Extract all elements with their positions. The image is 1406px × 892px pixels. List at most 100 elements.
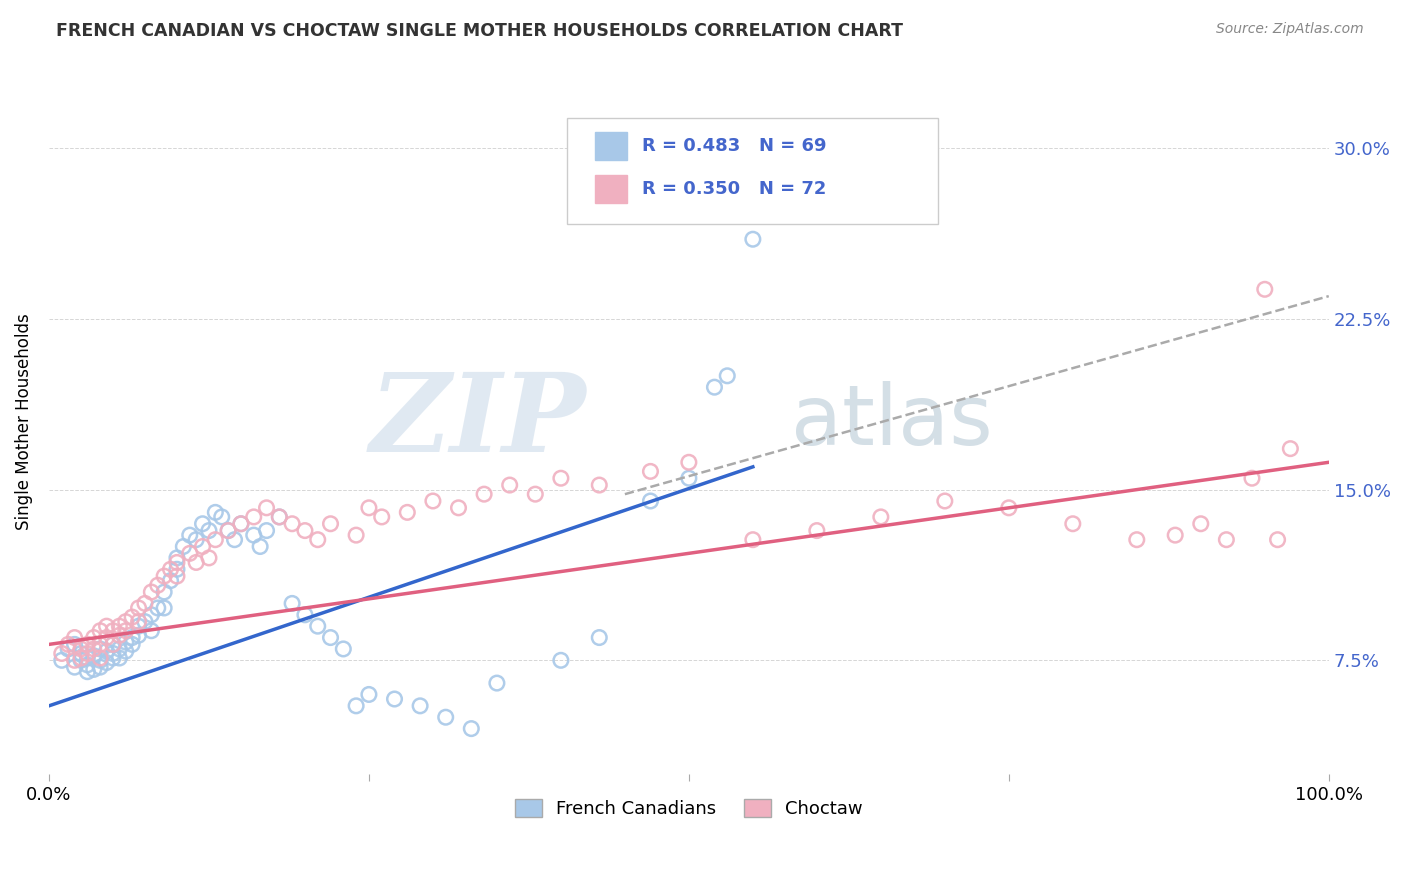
Point [108,628,131,642]
Point [256,524,278,538]
Point [472,487,495,501]
Point [344,528,367,542]
Point [741,533,763,547]
Point [211,510,233,524]
Point [56,637,79,651]
Point [242,510,264,524]
Point [146,578,169,592]
Point [198,550,221,565]
Point [550,653,572,667]
Point [101,637,124,651]
Text: R = 0.483   N = 69: R = 0.483 N = 69 [641,136,825,154]
Point [108,651,131,665]
Point [524,487,547,501]
Point [1240,471,1263,485]
Point [108,642,131,657]
Point [128,601,150,615]
Point [166,556,188,570]
Point [76,665,98,679]
Point [83,662,105,676]
Point [128,619,150,633]
Point [89,637,111,651]
Point [63,653,86,667]
Point [89,642,111,657]
Point [256,500,278,515]
Point [294,607,316,622]
Point [108,619,131,633]
Point [344,698,367,713]
Point [332,642,354,657]
Point [741,232,763,246]
Point [384,692,406,706]
Point [153,601,176,615]
Point [1267,533,1289,547]
Text: ZIP: ZIP [370,368,586,475]
Point [191,540,214,554]
Point [83,631,105,645]
Point [89,624,111,638]
Point [242,528,264,542]
Point [409,698,432,713]
Point [63,637,86,651]
Point [217,524,239,538]
Point [499,478,522,492]
Legend: French Canadians, Choctaw: French Canadians, Choctaw [508,791,870,825]
Point [89,660,111,674]
Point [550,471,572,485]
Point [229,516,252,531]
Point [63,631,86,645]
Point [269,510,291,524]
Point [370,510,392,524]
Text: FRENCH CANADIAN VS CHOCTAW SINGLE MOTHER HOUSEHOLDS CORRELATION CHART: FRENCH CANADIAN VS CHOCTAW SINGLE MOTHER… [56,22,903,40]
Point [121,631,143,645]
Point [70,653,93,667]
Point [63,660,86,674]
Point [998,500,1021,515]
Point [96,644,118,658]
Point [153,569,176,583]
Point [204,505,226,519]
Point [186,556,208,570]
Point [114,635,136,649]
Point [159,562,181,576]
Point [159,574,181,588]
Point [434,710,457,724]
Point [281,516,304,531]
Point [198,524,221,538]
Point [703,380,725,394]
Point [357,688,380,702]
Point [114,644,136,658]
Point [179,546,201,560]
Point [83,648,105,663]
Point [89,653,111,667]
Point [249,540,271,554]
Point [186,533,208,547]
Point [70,651,93,665]
Point [485,676,508,690]
Point [588,631,610,645]
Text: atlas: atlas [792,381,993,462]
Point [319,631,342,645]
Point [134,596,156,610]
Point [101,651,124,665]
Text: R = 0.350   N = 72: R = 0.350 N = 72 [641,180,825,198]
Point [128,628,150,642]
Point [217,524,239,538]
Point [51,647,73,661]
Point [396,505,419,519]
Point [204,533,226,547]
Point [96,619,118,633]
Point [640,464,662,478]
Point [70,642,93,657]
Point [678,455,700,469]
Point [96,656,118,670]
Point [307,619,329,633]
FancyBboxPatch shape [567,118,938,224]
Point [934,494,956,508]
Point [51,653,73,667]
Point [76,657,98,672]
Point [588,478,610,492]
Point [1215,533,1237,547]
Point [114,624,136,638]
Bar [596,132,627,160]
